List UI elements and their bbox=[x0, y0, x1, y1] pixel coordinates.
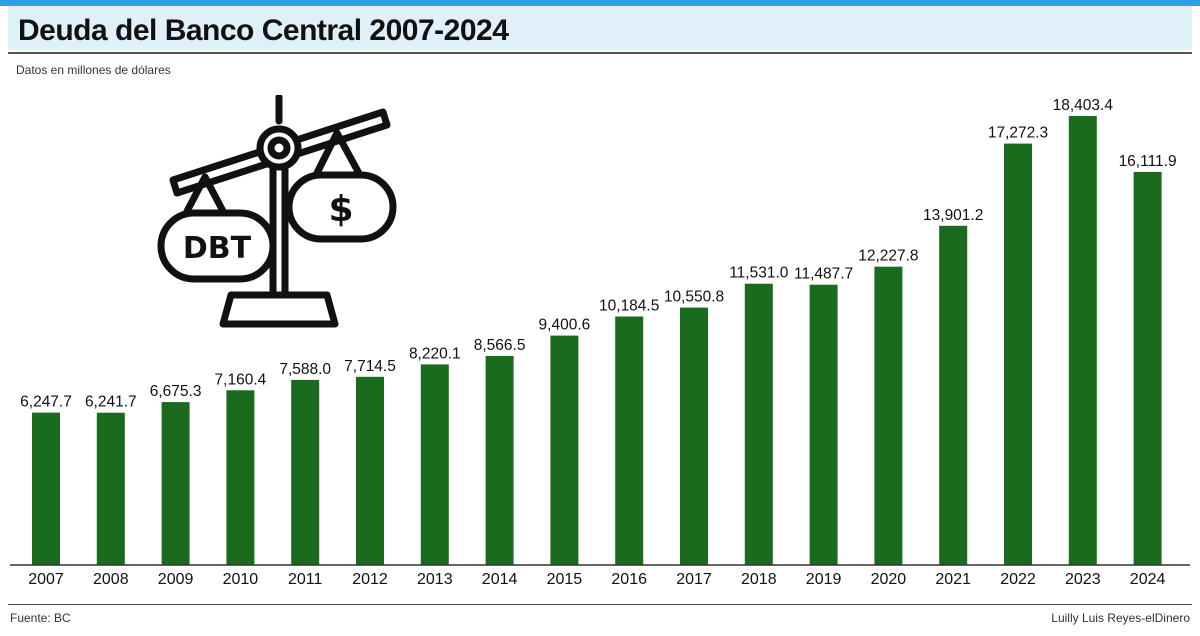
bar-2015 bbox=[550, 335, 579, 565]
right-pan bbox=[285, 171, 397, 243]
bar-2018 bbox=[744, 283, 773, 565]
value-label-2020: 12,227.8 bbox=[858, 248, 918, 265]
value-label-2023: 18,403.4 bbox=[1053, 97, 1114, 114]
bar-2007 bbox=[32, 412, 60, 565]
bar-2014 bbox=[485, 356, 514, 565]
x-tick-label-2014: 2014 bbox=[482, 571, 518, 588]
bar-2024 bbox=[1133, 171, 1162, 565]
x-tick-labels-group: 2007 2008 2009 2010 2011 2012 2013 2014 2015 2016… bbox=[28, 571, 1165, 588]
bar-2021 bbox=[939, 225, 968, 566]
x-tick-label-2020: 2020 bbox=[871, 571, 907, 588]
chart-title: Deuda del Banco Central 2007-2024 bbox=[18, 14, 509, 47]
title-underline bbox=[8, 52, 1192, 54]
bar-2008 bbox=[96, 412, 125, 565]
x-tick-label-2022: 2022 bbox=[1000, 571, 1036, 588]
right-pan-text: $ bbox=[328, 189, 353, 230]
value-label-2009: 6,675.3 bbox=[150, 383, 202, 400]
bar-2017 bbox=[680, 307, 708, 565]
value-label-2022: 17,272.3 bbox=[988, 125, 1048, 142]
value-label-2017: 10,550.8 bbox=[664, 289, 724, 306]
value-label-2015: 9,400.6 bbox=[539, 317, 591, 334]
bar-chart: 6,247.7 6,241.7 6,675.3 7,160.4 7,588.0 7,714… bbox=[10, 97, 1190, 588]
value-label-2019: 11,487.7 bbox=[794, 266, 853, 283]
value-labels-group: 6,247.7 6,241.7 6,675.3 7,160.4 7,588.0 7,714… bbox=[20, 97, 1176, 411]
x-tick-label-2009: 2009 bbox=[158, 571, 194, 588]
scale-post bbox=[269, 151, 289, 299]
bar-2011 bbox=[291, 379, 320, 565]
value-label-2014: 8,566.5 bbox=[474, 337, 526, 354]
x-tick-label-2010: 2010 bbox=[223, 571, 259, 588]
value-label-2011: 7,588.0 bbox=[279, 361, 331, 378]
bar-2013 bbox=[420, 364, 449, 565]
x-tick-label-2011: 2011 bbox=[288, 571, 323, 588]
value-label-2016: 10,184.5 bbox=[599, 298, 659, 315]
right-pan-strings bbox=[311, 129, 365, 181]
x-tick-label-2008: 2008 bbox=[93, 571, 129, 588]
bar-2012 bbox=[356, 376, 384, 565]
value-label-2012: 7,714.5 bbox=[344, 358, 396, 375]
x-tick-label-2007: 2007 bbox=[28, 571, 64, 588]
value-label-2007: 6,247.7 bbox=[20, 394, 72, 411]
chart-subtitle: Datos en millones de dólares bbox=[16, 63, 171, 77]
value-label-2008: 6,241.7 bbox=[85, 394, 137, 411]
bar-2023 bbox=[1068, 116, 1097, 565]
value-label-2024: 16,111.9 bbox=[1119, 153, 1177, 170]
bar-2009 bbox=[161, 402, 190, 565]
value-label-2010: 7,160.4 bbox=[215, 371, 267, 388]
x-tick-label-2024: 2024 bbox=[1130, 571, 1166, 588]
x-tick-label-2018: 2018 bbox=[741, 571, 777, 588]
source-note: Fuente: BC bbox=[10, 611, 71, 625]
x-tick-label-2012: 2012 bbox=[352, 571, 388, 588]
left-pan-strings bbox=[181, 173, 229, 219]
scale-pivot bbox=[256, 125, 302, 171]
credit-note: Luilly Luis Reyes-elDinero bbox=[1051, 611, 1190, 625]
top-accent-rule bbox=[0, 0, 1200, 6]
debt-scale-icon: DBT $ bbox=[155, 93, 400, 335]
scale-beam bbox=[169, 108, 391, 197]
x-tick-label-2015: 2015 bbox=[547, 571, 583, 588]
bars-group bbox=[32, 116, 1162, 566]
value-label-2018: 11,531.0 bbox=[729, 265, 789, 282]
bar-2020 bbox=[874, 266, 903, 565]
x-tick-label-2016: 2016 bbox=[611, 571, 647, 588]
value-label-2021: 13,901.2 bbox=[923, 207, 983, 224]
title-bar: Deuda del Banco Central 2007-2024 bbox=[8, 6, 1192, 50]
x-tick-label-2019: 2019 bbox=[806, 571, 842, 588]
x-tick-label-2013: 2013 bbox=[417, 571, 453, 588]
bar-2019 bbox=[809, 284, 838, 565]
scale-base bbox=[219, 291, 339, 328]
x-tick-label-2021: 2021 bbox=[935, 571, 971, 588]
bar-2010 bbox=[226, 390, 255, 565]
bar-2022 bbox=[1004, 143, 1032, 565]
value-label-2013: 8,220.1 bbox=[409, 345, 461, 362]
x-tick-label-2017: 2017 bbox=[676, 571, 712, 588]
left-pan bbox=[157, 209, 277, 283]
left-pan-text: DBT bbox=[183, 231, 252, 266]
bar-2016 bbox=[615, 316, 644, 565]
footer-rule bbox=[8, 604, 1192, 605]
x-tick-label-2023: 2023 bbox=[1065, 571, 1101, 588]
